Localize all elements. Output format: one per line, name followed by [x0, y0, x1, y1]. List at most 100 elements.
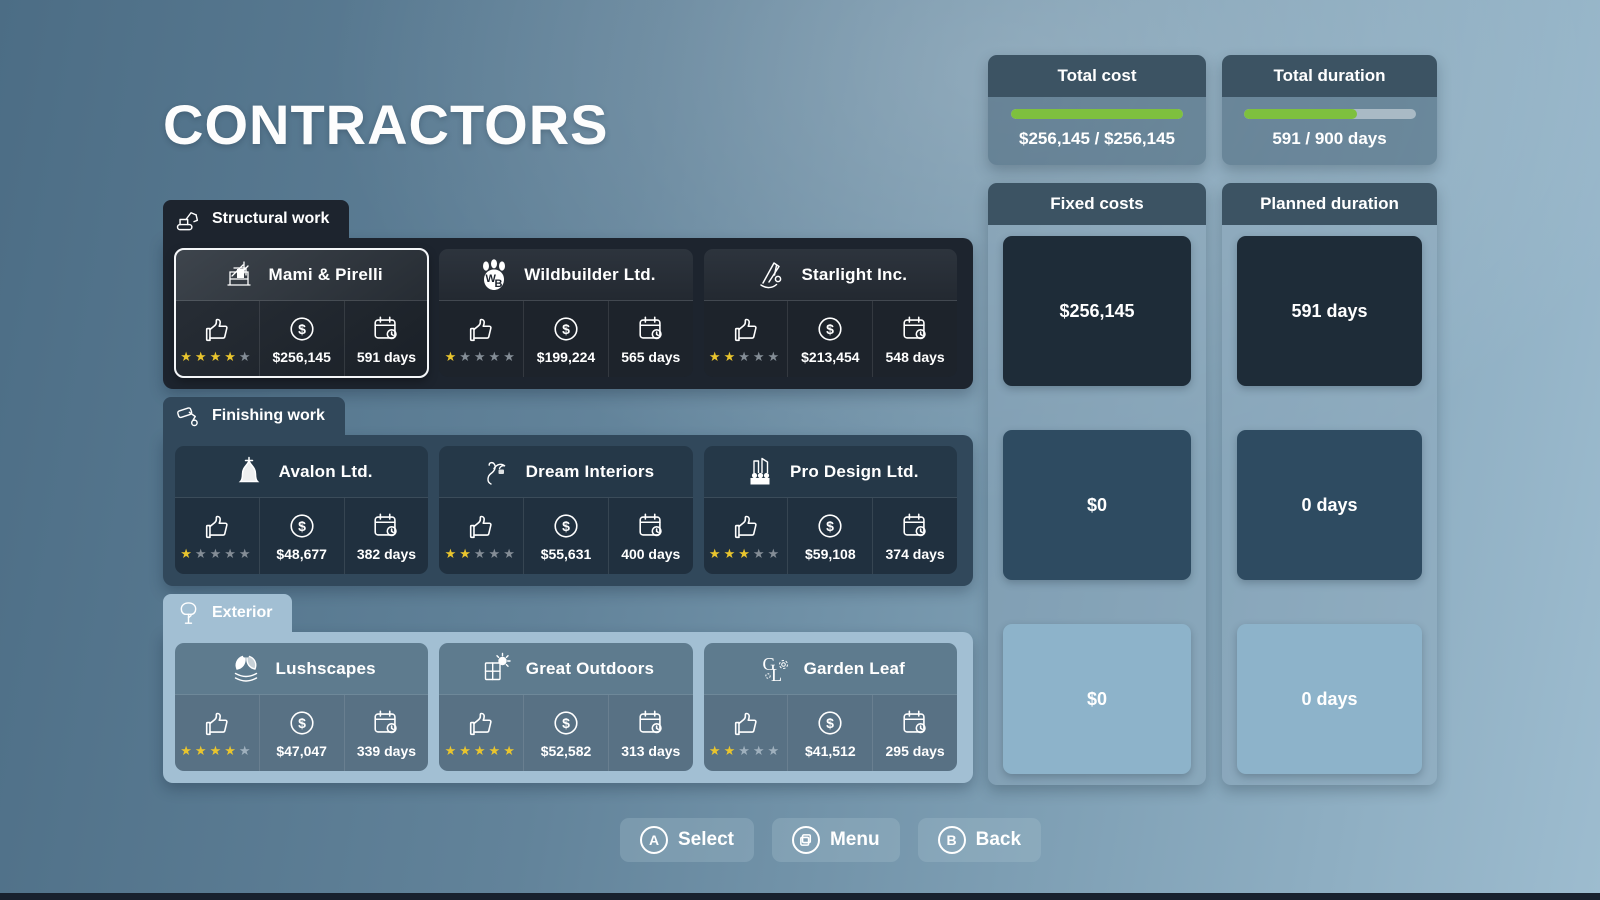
duration-value: 339 days: [356, 742, 417, 759]
planned-duration-exterior: 0 days: [1237, 624, 1422, 774]
scaffold-logo: [221, 257, 257, 293]
bell-logo: [231, 454, 267, 490]
star-rating: ★★★★★: [180, 744, 253, 757]
svg-text:$: $: [562, 321, 570, 337]
section-tab-exterior: Exterior: [163, 594, 293, 632]
star-filled-icon: ★: [723, 349, 739, 364]
contractor-card-avalon-ltd[interactable]: Avalon Ltd. ★★★★★ $ $48,677 382 days: [175, 446, 429, 574]
star-filled-icon: ★: [180, 349, 195, 364]
section-structural-work: Structural work Mami & Pirelli ★★★★★ $ $…: [163, 200, 973, 389]
contractor-stats: ★★★★★ $ $213,454 548 days: [703, 301, 957, 377]
rating-stat: ★★★★★: [704, 498, 788, 574]
contractor-card-header: Great Outdoors: [439, 643, 693, 695]
cost-value: $213,454: [801, 348, 860, 365]
back-button[interactable]: B Back: [917, 818, 1042, 862]
planned-duration-structural: 591 days: [1237, 236, 1422, 386]
contractor-stats: ★★★★★ $ $41,512 295 days: [703, 695, 957, 771]
contractor-stats: ★★★★★ $ $256,145 591 days: [175, 301, 429, 377]
dollar-icon: $: [815, 314, 845, 344]
menu-button[interactable]: Menu: [771, 818, 900, 862]
dollar-icon: $: [287, 314, 317, 344]
star-filled-icon: ★: [473, 743, 489, 758]
total-duration-header: Total duration: [1222, 55, 1437, 97]
contractor-name: Starlight Inc.: [801, 264, 908, 284]
thumbs-up-icon: [466, 709, 496, 739]
star-empty-icon: ★: [488, 349, 504, 364]
star-empty-icon: ★: [209, 546, 225, 561]
cost-stat: $ $52,582: [523, 695, 608, 771]
planned-duration-panel: Planned duration 591 days 0 days 0 days: [1222, 183, 1437, 785]
thumbs-up-icon: [202, 709, 232, 739]
screen-bottom-edge: [0, 893, 1600, 900]
section-tab-finishing-work: Finishing work: [163, 397, 345, 435]
svg-text:G: G: [762, 654, 775, 674]
calendar-icon: [900, 314, 930, 344]
star-rating: ★★★★★: [180, 350, 253, 363]
star-filled-icon: ★: [708, 743, 724, 758]
star-rating: ★★★★★: [445, 744, 518, 757]
cost-stat: $ $59,108: [787, 498, 872, 574]
fixed-cost-finishing: $0: [1003, 430, 1191, 580]
rating-stat: ★★★★★: [175, 498, 259, 574]
skyline-logo: [742, 454, 778, 490]
calendar-icon: [900, 708, 930, 738]
contractor-card-header: Mami & Pirelli: [175, 249, 429, 301]
star-filled-icon: ★: [180, 743, 195, 758]
duration-stat: 565 days: [607, 301, 693, 377]
star-filled-icon: ★: [503, 743, 518, 758]
star-empty-icon: ★: [503, 546, 518, 561]
thumbs-up-icon: [731, 709, 761, 739]
cost-value: $55,631: [540, 545, 592, 562]
dollar-icon: $: [815, 708, 845, 738]
calendar-icon: [371, 708, 401, 738]
star-rating: ★★★★★: [709, 744, 782, 757]
paint-roller-icon: [175, 403, 202, 430]
star-empty-icon: ★: [488, 546, 504, 561]
dollar-icon: $: [551, 708, 581, 738]
rating-stat: ★★★★★: [175, 695, 259, 771]
excavator-icon: [175, 206, 202, 233]
svg-text:$: $: [298, 321, 306, 337]
contractor-card-header: Dream Interiors: [439, 446, 693, 498]
star-empty-icon: ★: [767, 349, 783, 364]
contractor-card-mami-pirelli[interactable]: Mami & Pirelli ★★★★★ $ $256,145 591 days: [173, 248, 430, 378]
contractor-card-lushscapes[interactable]: Lushscapes ★★★★★ $ $47,047 339 days: [175, 643, 429, 771]
star-filled-icon: ★: [459, 546, 474, 561]
dollar-icon: $: [287, 511, 317, 541]
duration-stat: 548 days: [872, 301, 957, 377]
star-filled-icon: ★: [209, 349, 225, 364]
duration-stat: 400 days: [607, 498, 693, 574]
duration-stat: 382 days: [343, 498, 429, 574]
svg-text:$: $: [826, 715, 834, 731]
duration-stat: 591 days: [343, 301, 429, 377]
section-finishing-work: Finishing work Avalon Ltd. ★★★★★ $ $48,6…: [163, 397, 973, 586]
select-button[interactable]: A Select: [620, 818, 754, 862]
rating-stat: ★★★★★: [439, 498, 523, 574]
star-filled-icon: ★: [708, 349, 724, 364]
cost-stat: $ $55,631: [523, 498, 608, 574]
svg-text:$: $: [298, 715, 306, 731]
contractor-stats: ★★★★★ $ $48,677 382 days: [175, 498, 429, 574]
cost-stat: $ $48,677: [258, 498, 344, 574]
cost-stat: $ $199,224: [523, 301, 608, 377]
star-empty-icon: ★: [238, 743, 254, 758]
cost-value: $199,224: [536, 348, 596, 365]
cost-value: $256,145: [272, 348, 331, 365]
contractor-card-great-outdoors[interactable]: Great Outdoors ★★★★★ $ $52,582 313 days: [439, 643, 693, 771]
contractor-card-starlight-inc[interactable]: Starlight Inc. ★★★★★ $ $213,454 548 days: [703, 249, 957, 377]
contractor-name: Dream Interiors: [525, 461, 655, 481]
svg-text:$: $: [826, 518, 834, 534]
star-empty-icon: ★: [752, 743, 768, 758]
contractor-name: Lushscapes: [275, 658, 376, 678]
star-empty-icon: ★: [767, 743, 783, 758]
contractor-card-dream-interiors[interactable]: Dream Interiors ★★★★★ $ $55,631 400 days: [439, 446, 693, 574]
contractor-card-pro-design-ltd[interactable]: Pro Design Ltd. ★★★★★ $ $59,108 374 days: [703, 446, 957, 574]
star-filled-icon: ★: [738, 546, 753, 561]
cost-value: $48,677: [276, 545, 327, 562]
fixed-costs-header: Fixed costs: [988, 183, 1206, 225]
contractor-row: Avalon Ltd. ★★★★★ $ $48,677 382 days: [163, 435, 973, 586]
